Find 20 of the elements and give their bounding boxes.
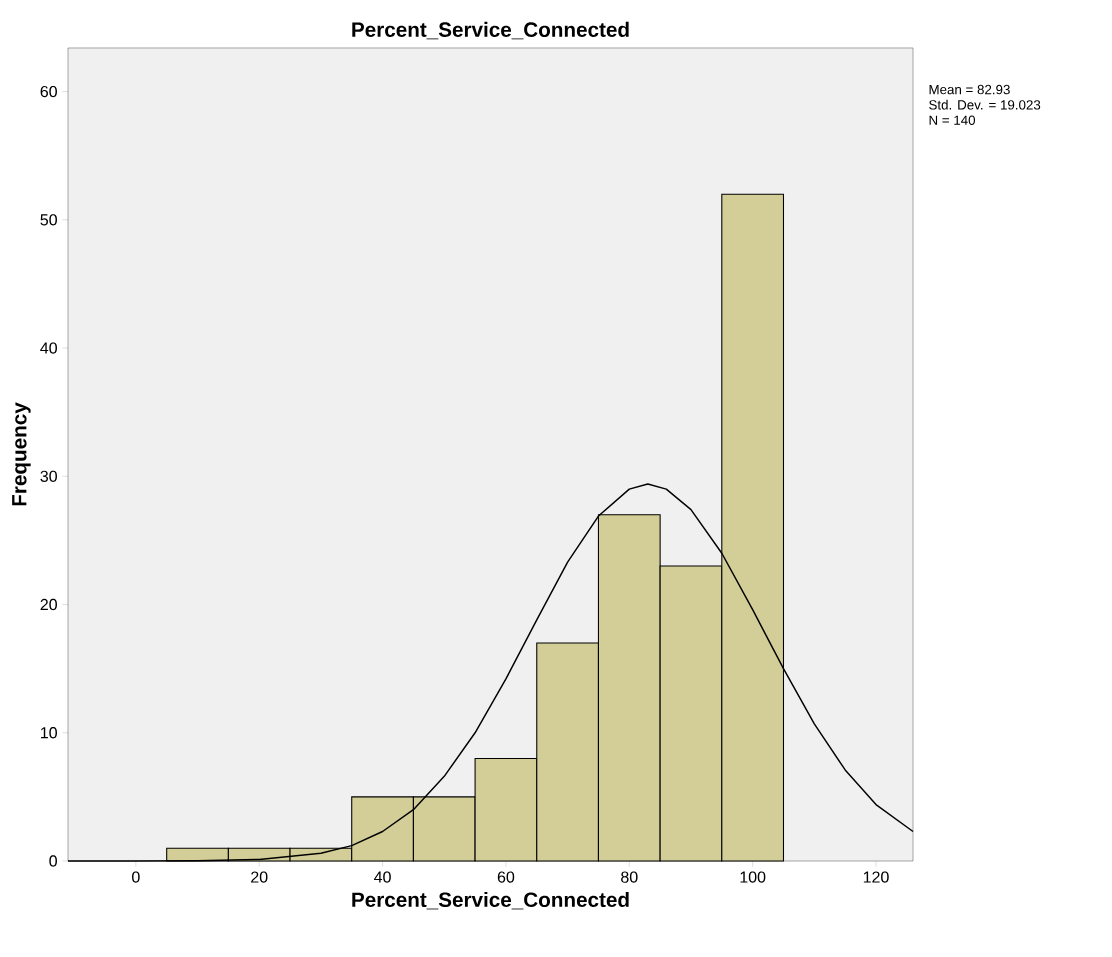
x-tick-label: 120: [863, 871, 889, 883]
x-tick-label: 20: [251, 871, 268, 883]
x-tick-label: 100: [740, 871, 766, 883]
y-tick-label: 60: [40, 85, 57, 98]
y-tick-label: 10: [41, 727, 57, 739]
text: Mean = 82.93: [929, 84, 1010, 95]
y-tick-label: 30: [40, 470, 57, 482]
x-axis-title: Percent_Service_Connected: [352, 891, 629, 910]
y-axis-title: Frequency: [12, 402, 31, 506]
x-tick-label: 80: [621, 871, 638, 883]
y-tick-label: 40: [40, 342, 57, 354]
x-tick-label: 0: [132, 871, 140, 883]
x-tick-label: 40: [374, 871, 391, 883]
text: N = 140: [929, 115, 976, 125]
y-tick-label: 50: [40, 214, 57, 226]
x-tick-label: 60: [497, 871, 515, 883]
y-tick-label: 0: [49, 855, 57, 867]
chart-title: Percent_Service_Connected: [352, 21, 629, 40]
y-tick-label: 20: [40, 598, 57, 611]
text: Std. Dev. = 19.023: [929, 99, 1041, 110]
